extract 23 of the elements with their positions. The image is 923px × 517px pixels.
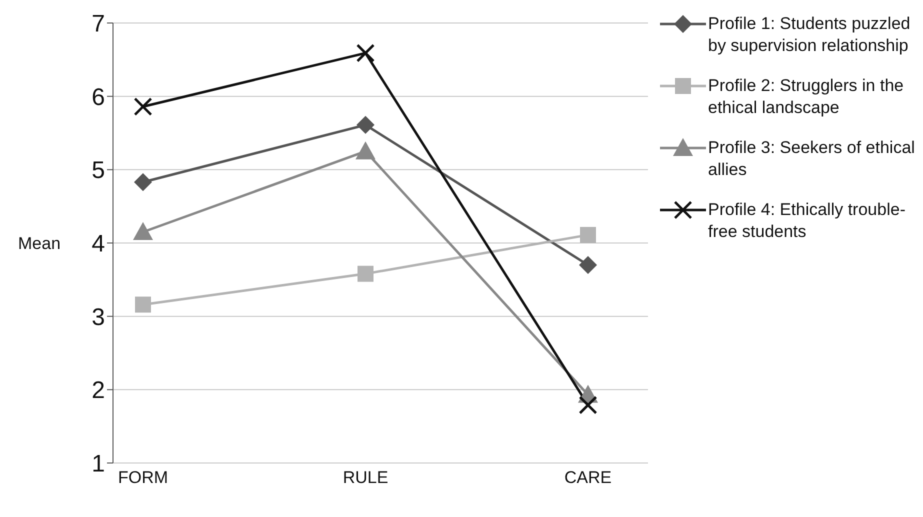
y-tick-label: 6 xyxy=(92,84,105,111)
legend-label: Profile 1: Students puzzled by supervision relationship xyxy=(708,13,912,57)
x-tick-label: FORM xyxy=(118,468,168,488)
y-tick-label: 1 xyxy=(92,450,105,478)
y-axis-title: Mean xyxy=(18,234,61,254)
point xyxy=(135,296,151,313)
y-tick-label: 5 xyxy=(92,157,105,184)
legend-label: Profile 3: Seekers of ethical allies xyxy=(708,137,916,181)
y-tick-label: 2 xyxy=(92,377,105,404)
point xyxy=(134,173,152,192)
legend-label: Profile 4: Ethically trouble-free students xyxy=(708,199,906,243)
point xyxy=(356,141,376,160)
point xyxy=(356,116,374,134)
x-tick-label: CARE xyxy=(564,468,612,488)
y-tick-label: 4 xyxy=(92,230,105,258)
x-tick-label: RULE xyxy=(342,468,388,488)
point xyxy=(358,266,374,282)
point xyxy=(580,226,596,243)
point xyxy=(133,222,153,240)
point xyxy=(579,256,597,274)
y-tick-label: 3 xyxy=(92,304,105,331)
legend-label: Profile 2: Strugglers in the ethical landscape xyxy=(708,75,905,119)
y-tick-label: 7 xyxy=(92,10,105,38)
